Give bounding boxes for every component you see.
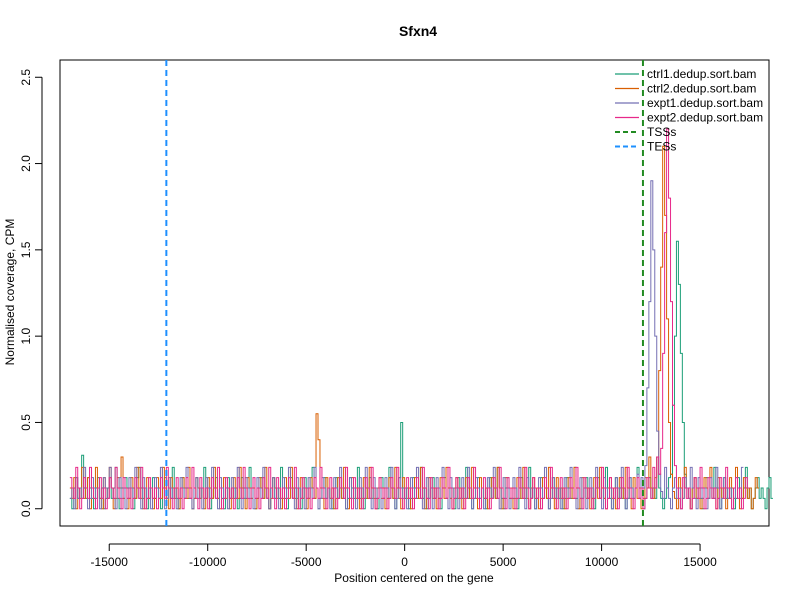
x-tick-label: -5000 <box>291 555 322 569</box>
series-layer <box>69 128 773 510</box>
reference-lines <box>165 60 644 526</box>
x-tick-label: -15000 <box>91 555 129 569</box>
legend-label: TESs <box>647 140 676 154</box>
y-tick-label: 1.0 <box>19 327 33 344</box>
y-tick-label: 0.0 <box>19 500 33 517</box>
chart-title: Sfxn4 <box>399 23 437 39</box>
y-tick-label: 2.5 <box>19 69 33 86</box>
x-tick-label: 5000 <box>490 555 517 569</box>
legend: ctrl1.dedup.sort.bamctrl2.dedup.sort.bam… <box>615 67 763 154</box>
series-line-2 <box>69 145 760 510</box>
y-axis-title: Normalised coverage, CPM <box>3 219 17 366</box>
series-line-1 <box>69 240 773 510</box>
y-tick-label: 1.5 <box>19 241 33 258</box>
y-axis: 0.0 0.5 1.0 1.5 2.0 2.5 <box>19 69 43 517</box>
legend-label: TSSs <box>647 125 676 139</box>
legend-label: ctrl2.dedup.sort.bam <box>647 82 756 96</box>
series-line-3 <box>69 180 744 510</box>
legend-label: expt1.dedup.sort.bam <box>647 96 763 110</box>
x-tick-label: 10000 <box>585 555 619 569</box>
x-axis: -15000 -10000 -5000 0 5000 10000 15000 <box>91 543 717 569</box>
series-line-4 <box>69 128 750 510</box>
x-axis-title: Position centered on the gene <box>334 571 494 585</box>
y-tick-label: 0.5 <box>19 414 33 431</box>
x-tick-label: -10000 <box>189 555 227 569</box>
plot-frame <box>59 59 770 527</box>
x-tick-label: 15000 <box>683 555 717 569</box>
legend-label: expt2.dedup.sort.bam <box>647 111 763 125</box>
y-tick-label: 2.0 <box>19 155 33 172</box>
legend-label: ctrl1.dedup.sort.bam <box>647 67 756 81</box>
x-tick-label: 0 <box>401 555 408 569</box>
